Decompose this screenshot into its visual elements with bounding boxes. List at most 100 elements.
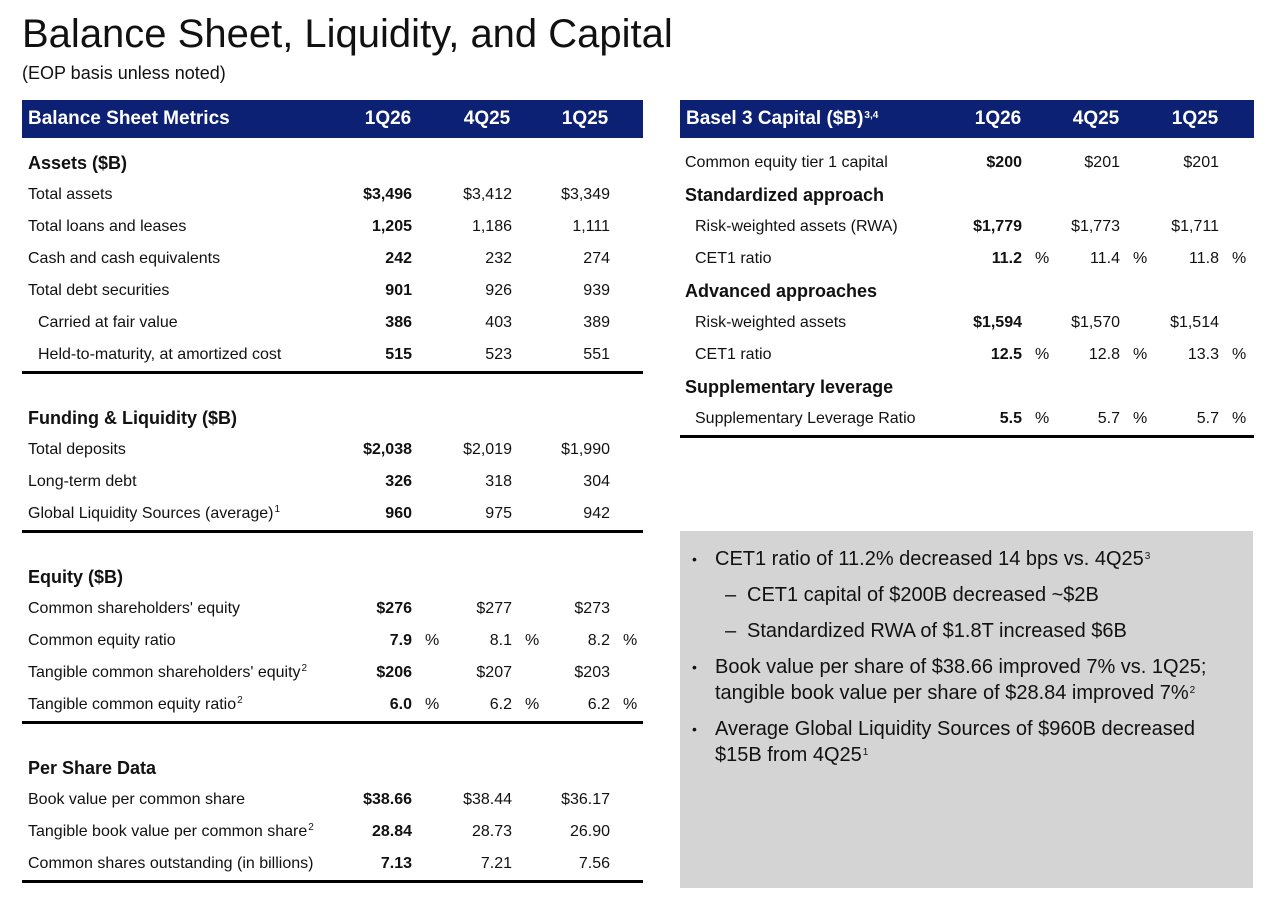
row-value: $276 <box>376 600 412 617</box>
row-label: Book value per common share <box>28 790 245 810</box>
highlights-box <box>680 531 1253 888</box>
sub-bullet: – CET1 capital of $200B decreased ~$2B <box>715 582 1240 608</box>
unit: % <box>1035 250 1050 267</box>
label-text: CET1 ratio <box>695 250 772 267</box>
unit: % <box>1232 250 1247 267</box>
row-value: 12.5 <box>990 346 1022 363</box>
bullet-text: Average Global Liquidity Sources of $960… <box>715 716 1240 768</box>
bullet-item: • CET1 ratio of 11.2% decreased 14 bps vs… <box>690 546 1240 644</box>
unit: % <box>1232 346 1247 363</box>
unit: % <box>425 696 440 713</box>
unit: % <box>1035 346 1050 363</box>
label-text: Common equity tier 1 capital <box>685 154 888 171</box>
row-value: 11.2 <box>991 250 1022 267</box>
row-value: $201 <box>1084 154 1120 171</box>
section-rule <box>22 880 643 883</box>
row-label: Long-term debt <box>28 472 137 492</box>
column-header: 1Q26 <box>974 108 1022 129</box>
row-label: Total deposits <box>28 440 126 460</box>
row-value: 939 <box>583 282 610 299</box>
column-header: 4Q25 <box>1072 108 1120 129</box>
section-title: Standardized approach <box>685 185 885 205</box>
row-label: Cash and cash equivalents <box>28 249 220 269</box>
row-value: $3,349 <box>561 186 610 203</box>
bullet-marker: • <box>692 551 697 567</box>
row-label: Total debt securities <box>28 281 169 301</box>
bullet-body: Book value per share of $38.66 improved … <box>715 656 1207 704</box>
label-text: Long-term debt <box>28 473 137 490</box>
sub-bullet-text: CET1 capital of $200B decreased ~$2B <box>747 584 1099 606</box>
row-value: 7.21 <box>480 855 512 872</box>
column-header: 1Q25 <box>561 108 609 129</box>
footnote-ref: 3,4 <box>864 110 879 121</box>
bullet-text: CET1 ratio of 11.2% decreased 14 bps vs.… <box>715 546 1240 572</box>
section-title: Funding & Liquidity ($B) <box>28 408 237 428</box>
page-subtitle: (EOP basis unless noted) <box>22 63 226 83</box>
table-rule <box>680 435 1254 438</box>
unit: % <box>525 696 540 713</box>
row-label: Risk-weighted assets (RWA) <box>695 217 898 237</box>
row-value: 386 <box>385 314 412 331</box>
row-value: 6.2 <box>489 696 512 713</box>
row-value: $200 <box>986 154 1022 171</box>
label-text: Risk-weighted assets (RWA) <box>695 218 898 235</box>
footnote-ref: 2 <box>301 663 308 674</box>
row-value: $36.17 <box>561 791 610 808</box>
column-header: 1Q25 <box>1171 108 1219 129</box>
label-text: Total deposits <box>28 441 126 458</box>
row-value: 515 <box>385 346 412 363</box>
row-value: 318 <box>485 473 512 490</box>
row-label: Total loans and leases <box>28 217 186 237</box>
row-value: 942 <box>583 505 610 522</box>
label-text: Total debt securities <box>28 282 170 299</box>
unit: % <box>623 632 638 649</box>
section-title: Supplementary leverage <box>685 377 894 397</box>
row-value: 6.2 <box>587 696 610 713</box>
row-value: 304 <box>583 473 610 490</box>
sub-bullet-text: Standardized RWA of $1.8T increased $6B <box>747 620 1127 642</box>
section-title: Equity ($B) <box>28 567 124 587</box>
bullet-body: CET1 ratio of 11.2% decreased 14 bps vs.… <box>715 548 1144 570</box>
row-value: $2,019 <box>463 441 512 458</box>
label-text: Book value per common share <box>28 791 245 808</box>
row-value: 6.0 <box>389 696 412 713</box>
dash-marker: – <box>725 620 737 642</box>
footnote-ref: 3 <box>1144 551 1151 562</box>
row-value: 28.73 <box>471 823 512 840</box>
row-value: $1,594 <box>973 314 1022 331</box>
dash-marker: – <box>725 584 737 606</box>
row-value: 1,205 <box>371 218 412 235</box>
row-value: $3,496 <box>363 186 412 203</box>
row-value: 901 <box>385 282 412 299</box>
unit: % <box>1133 346 1148 363</box>
row-label: Global Liquidity Sources (average)1 <box>28 504 280 524</box>
page-title: Balance Sheet, Liquidity, and Capital <box>22 12 673 56</box>
row-value: $3,412 <box>463 186 512 203</box>
row-value: $1,773 <box>1071 218 1120 235</box>
label-text: Common equity ratio <box>28 632 176 649</box>
sub-bullet: – Standardized RWA of $1.8T increased $6B <box>715 618 1240 644</box>
label-text: Global Liquidity Sources (average) <box>28 505 274 522</box>
section-title: Per Share Data <box>28 758 157 778</box>
row-value: $38.44 <box>463 791 512 808</box>
footnote-ref: 2 <box>237 695 243 706</box>
header-text: Basel 3 Capital ($B) <box>686 108 864 129</box>
row-value: 242 <box>385 250 412 267</box>
label-text: Common shareholders' equity <box>28 600 241 617</box>
row-value: 8.1 <box>489 632 512 649</box>
row-value: 5.7 <box>1097 410 1120 427</box>
row-value: 232 <box>485 250 512 267</box>
row-value: 5.5 <box>999 410 1022 427</box>
row-value: $1,570 <box>1071 314 1120 331</box>
row-value: $1,514 <box>1170 314 1219 331</box>
row-value: 326 <box>385 473 412 490</box>
row-value: $1,711 <box>1171 218 1219 235</box>
header-label: Balance Sheet Metrics <box>28 109 230 129</box>
row-value: $1,779 <box>973 218 1022 235</box>
row-value: 551 <box>583 346 610 363</box>
unit: % <box>1133 410 1148 427</box>
row-label: Supplementary Leverage Ratio <box>695 409 916 429</box>
row-value: 389 <box>583 314 610 331</box>
row-label: Total assets <box>28 185 112 205</box>
